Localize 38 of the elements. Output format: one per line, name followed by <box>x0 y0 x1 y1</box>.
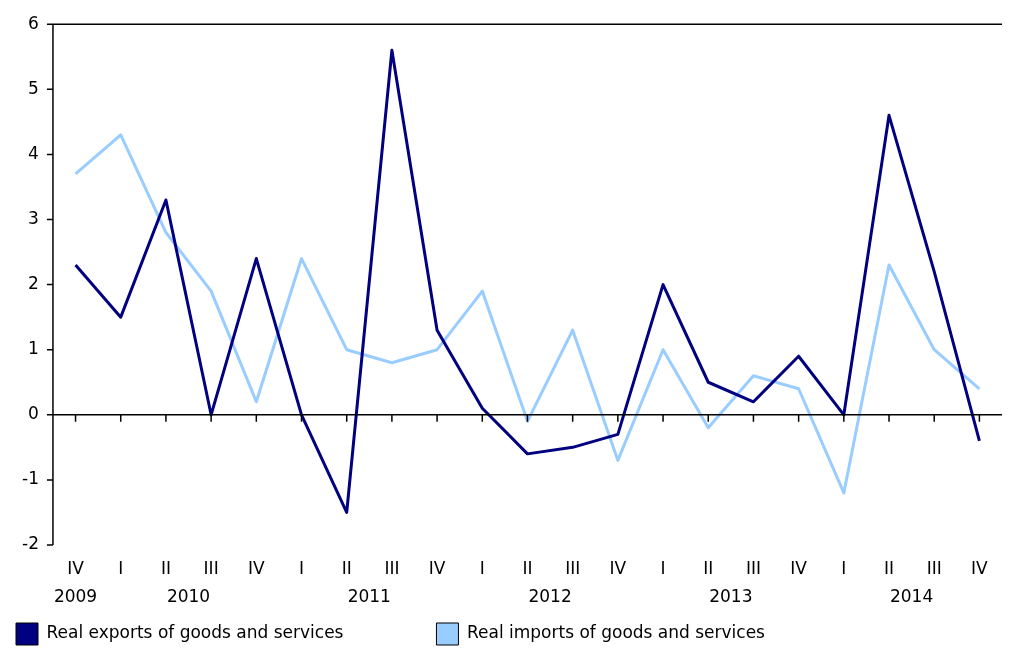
y-tick-label: 3 <box>28 207 39 228</box>
y-tick-label: 2 <box>28 273 39 294</box>
x-tick-label: II <box>522 557 533 578</box>
x-tick-label: II <box>884 557 895 578</box>
y-tick-label: -2 <box>22 533 39 554</box>
text: 2014 <box>889 585 934 606</box>
x-tick-label: IV <box>67 557 85 578</box>
text: 2010 <box>166 585 211 606</box>
y-tick-label: 0 <box>28 403 39 424</box>
x-tick-label: III <box>926 557 942 578</box>
x-tick-label: I <box>118 557 124 578</box>
y-tick-label: -1 <box>22 468 39 489</box>
x-tick-label: III <box>384 557 400 578</box>
y-tick-label: 4 <box>28 142 39 163</box>
x-tick-label: I <box>841 557 847 578</box>
x-tick-label: I <box>299 557 305 578</box>
x-tick-label: IV <box>971 557 989 578</box>
x-tick-label: II <box>703 557 714 578</box>
x-tick-label: II <box>341 557 352 578</box>
x-tick-label: IV <box>609 557 627 578</box>
x-tick-label: III <box>745 557 761 578</box>
legend-label: Real imports of goods and services <box>466 622 766 643</box>
text: 2009 <box>53 585 98 606</box>
x-tick-label: IV <box>247 557 265 578</box>
x-tick-label: II <box>160 557 171 578</box>
x-tick-label: IV <box>428 557 446 578</box>
text: 2013 <box>709 585 753 606</box>
legend-label: Real exports of goods and services <box>46 622 429 643</box>
text: 2011 <box>347 585 391 606</box>
y-tick-label: 5 <box>28 77 39 98</box>
x-tick-label: III <box>203 557 219 578</box>
x-tick-label: I <box>479 557 485 578</box>
x-tick-label: IV <box>790 557 808 578</box>
text: 2012 <box>528 585 572 606</box>
x-tick-label: I <box>660 557 666 578</box>
x-tick-label: III <box>565 557 581 578</box>
y-tick-label: 1 <box>28 338 39 359</box>
y-tick-label: 6 <box>28 12 39 33</box>
